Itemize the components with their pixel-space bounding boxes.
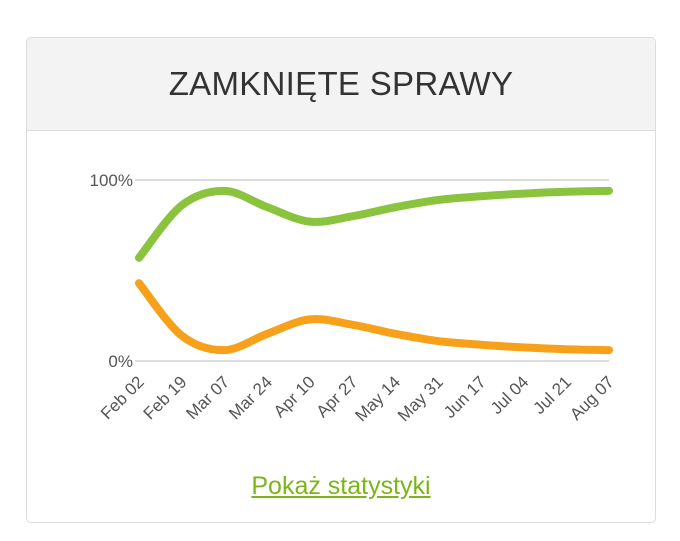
series-line-1	[135, 186, 613, 262]
x-tick-label: Mar 24	[225, 372, 276, 423]
y-tick-label: 100%	[90, 171, 133, 190]
card-title: ZAMKNIĘTE SPRAWY	[168, 65, 514, 102]
x-tick-label: Feb 02	[97, 372, 148, 423]
x-tick-label: Feb 19	[140, 372, 191, 423]
y-tick-label: 0%	[108, 352, 133, 371]
show-statistics-link[interactable]: Pokaż statystyki	[251, 472, 431, 500]
x-tick-label: May 14	[351, 372, 404, 425]
x-tick-label: Jul 04	[487, 372, 533, 418]
x-tick-label: Apr 10	[270, 372, 319, 421]
series-line-2	[135, 279, 613, 355]
x-tick-label: May 31	[394, 372, 447, 425]
card-header: ZAMKNIĘTE SPRAWY	[27, 38, 655, 131]
x-tick-label: Aug 07	[566, 372, 618, 424]
closed-cases-card: ZAMKNIĘTE SPRAWY 100% 0% Feb 02 Feb 19 Mar 0…	[26, 37, 656, 523]
x-tick-label: Mar 07	[182, 372, 233, 423]
x-tick-label: Jun 17	[440, 372, 490, 422]
